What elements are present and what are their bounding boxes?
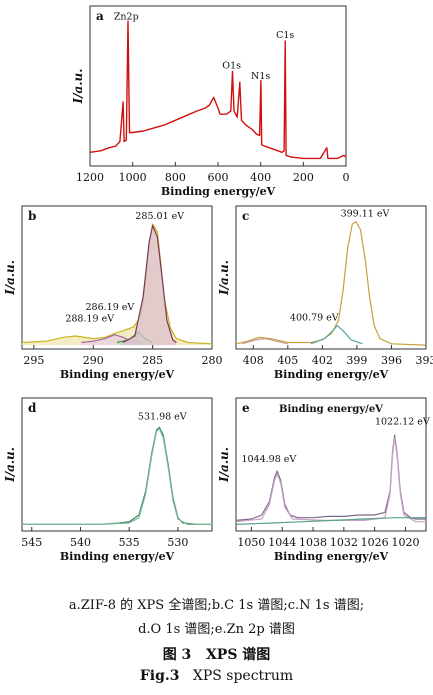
x-axis-label-b: Binding energy/eV — [60, 368, 175, 381]
x-tick-label-e: 1044 — [268, 536, 296, 549]
peak-label-c: 400.79 eV — [290, 312, 339, 323]
peak-label-e: 1022.12 eV — [375, 417, 430, 428]
panel-letter-b: b — [28, 209, 36, 223]
series-line-c-0 — [235, 221, 427, 346]
peak-label-c: 399.11 eV — [341, 208, 390, 219]
peak-label-e: 1044.98 eV — [241, 454, 296, 465]
x-tick-label-c: 399 — [346, 354, 367, 367]
plot-frame-c — [235, 205, 427, 350]
series-line-a-0 — [89, 20, 347, 160]
series-fill-b-3 — [122, 225, 177, 346]
x-tick-label-c: 402 — [312, 354, 333, 367]
series-line-b-3 — [122, 224, 177, 344]
peak-label-d: 531.98 eV — [138, 411, 187, 422]
xps-figure: 1200 1000 800 600 400 200 0 Binding energy/eV I/… — [3, 5, 433, 563]
x-tick-label-a: 200 — [293, 171, 314, 184]
x-tick-label-b: 280 — [202, 354, 223, 367]
peak-label-a: C1s — [276, 30, 294, 41]
series-line-e-1 — [235, 437, 426, 523]
x-tick-label-a: 1200 — [76, 171, 104, 184]
x-tick-label-e: 1032 — [330, 536, 358, 549]
x-tick-label-d: 540 — [70, 536, 91, 549]
panel-letter-a: a — [96, 9, 104, 23]
series-line-e-2 — [235, 517, 426, 525]
y-axis-label-a: I/a.u. — [71, 69, 85, 105]
plot-frame-b — [21, 205, 213, 350]
x-tick-label-a: 800 — [165, 171, 186, 184]
caption-chinese: 图 3 XPS 谱图 — [0, 644, 433, 664]
peak-label-b: 288.19 eV — [65, 314, 114, 325]
x-axis-label-c: Binding energy/eV — [274, 368, 389, 381]
x-tick-label-b: 295 — [23, 354, 44, 367]
caption-chinese-title: XPS 谱图 — [205, 647, 271, 663]
caption-english-title: XPS spectrum — [192, 668, 294, 684]
x-tick-label-e: 1026 — [361, 536, 389, 549]
series-line-c-1 — [310, 325, 363, 345]
panel-b: 295 290 285 280 Binding energy/eV I/a.u. b 285.… — [3, 205, 223, 381]
x-tick-label-d: 545 — [21, 536, 42, 549]
peak-label-a: N1s — [251, 71, 270, 82]
x-axis-label-d: Binding energy/eV — [60, 550, 175, 563]
plot-frame-e — [235, 397, 427, 532]
y-axis-label-c: I/a.u. — [217, 260, 231, 296]
panel-a: 1200 1000 800 600 400 200 0 Binding energy/eV I/… — [71, 5, 350, 198]
caption-subpanels-line1: a.ZIF-8 的 XPS 全谱图;b.C 1s 谱图;c.N 1s 谱图; — [68, 598, 365, 613]
caption-subpanels-line2: d.O 1s 谱图;e.Zn 2p 谱图 — [138, 622, 295, 637]
panel-letter-d: d — [28, 401, 37, 415]
series-line-d-0 — [22, 426, 212, 525]
series-line-d-1 — [22, 428, 212, 525]
x-tick-label-b: 290 — [83, 354, 104, 367]
peak-label-a: Zn2p — [114, 12, 139, 23]
x-tick-label-c: 408 — [243, 354, 264, 367]
x-axis-label-e: Binding energy/eV — [274, 550, 389, 563]
series-line-e-0 — [235, 434, 426, 521]
x-tick-label-e: 1020 — [391, 536, 419, 549]
peak-label-b: 286.19 eV — [86, 302, 135, 313]
y-axis-label-d: I/a.u. — [3, 447, 17, 483]
series-fill-b-0 — [22, 224, 212, 346]
peak-label-a: O1s — [222, 60, 241, 71]
x-tick-label-a: 1000 — [119, 171, 147, 184]
x-tick-label-c: 393 — [416, 354, 433, 367]
series-line-b-0 — [21, 223, 213, 345]
x-tick-label-d: 535 — [119, 536, 140, 549]
panel-title-e: Binding energy/eV — [279, 404, 383, 415]
x-tick-label-c: 405 — [277, 354, 298, 367]
caption-english-number: Fig.3 — [139, 668, 180, 684]
panel-c: 408 405 402 399 396 393 Binding energy/eV I/a.u… — [217, 205, 433, 381]
caption-english: Fig.3 XPS spectrum — [0, 668, 433, 684]
panel-letter-e: e — [242, 401, 250, 415]
caption-chinese-number: 图 3 — [162, 647, 192, 663]
peak-label-b: 285.01 eV — [135, 211, 184, 222]
x-tick-label-d: 530 — [167, 536, 188, 549]
y-axis-label-e: I/a.u. — [217, 447, 231, 483]
x-axis-label-a: Binding energy/eV — [161, 185, 276, 198]
panel-letter-c: c — [242, 209, 249, 223]
x-tick-label-a: 400 — [250, 171, 271, 184]
x-tick-label-e: 1050 — [237, 536, 265, 549]
x-tick-label-a: 0 — [343, 171, 350, 184]
y-axis-label-b: I/a.u. — [3, 260, 17, 296]
x-tick-label-b: 285 — [142, 354, 163, 367]
series-line-c-2 — [241, 338, 288, 345]
x-tick-label-e: 1038 — [299, 536, 327, 549]
x-tick-label-c: 396 — [381, 354, 402, 367]
plot-frame-d — [21, 397, 213, 532]
x-tick-label-a: 600 — [208, 171, 229, 184]
